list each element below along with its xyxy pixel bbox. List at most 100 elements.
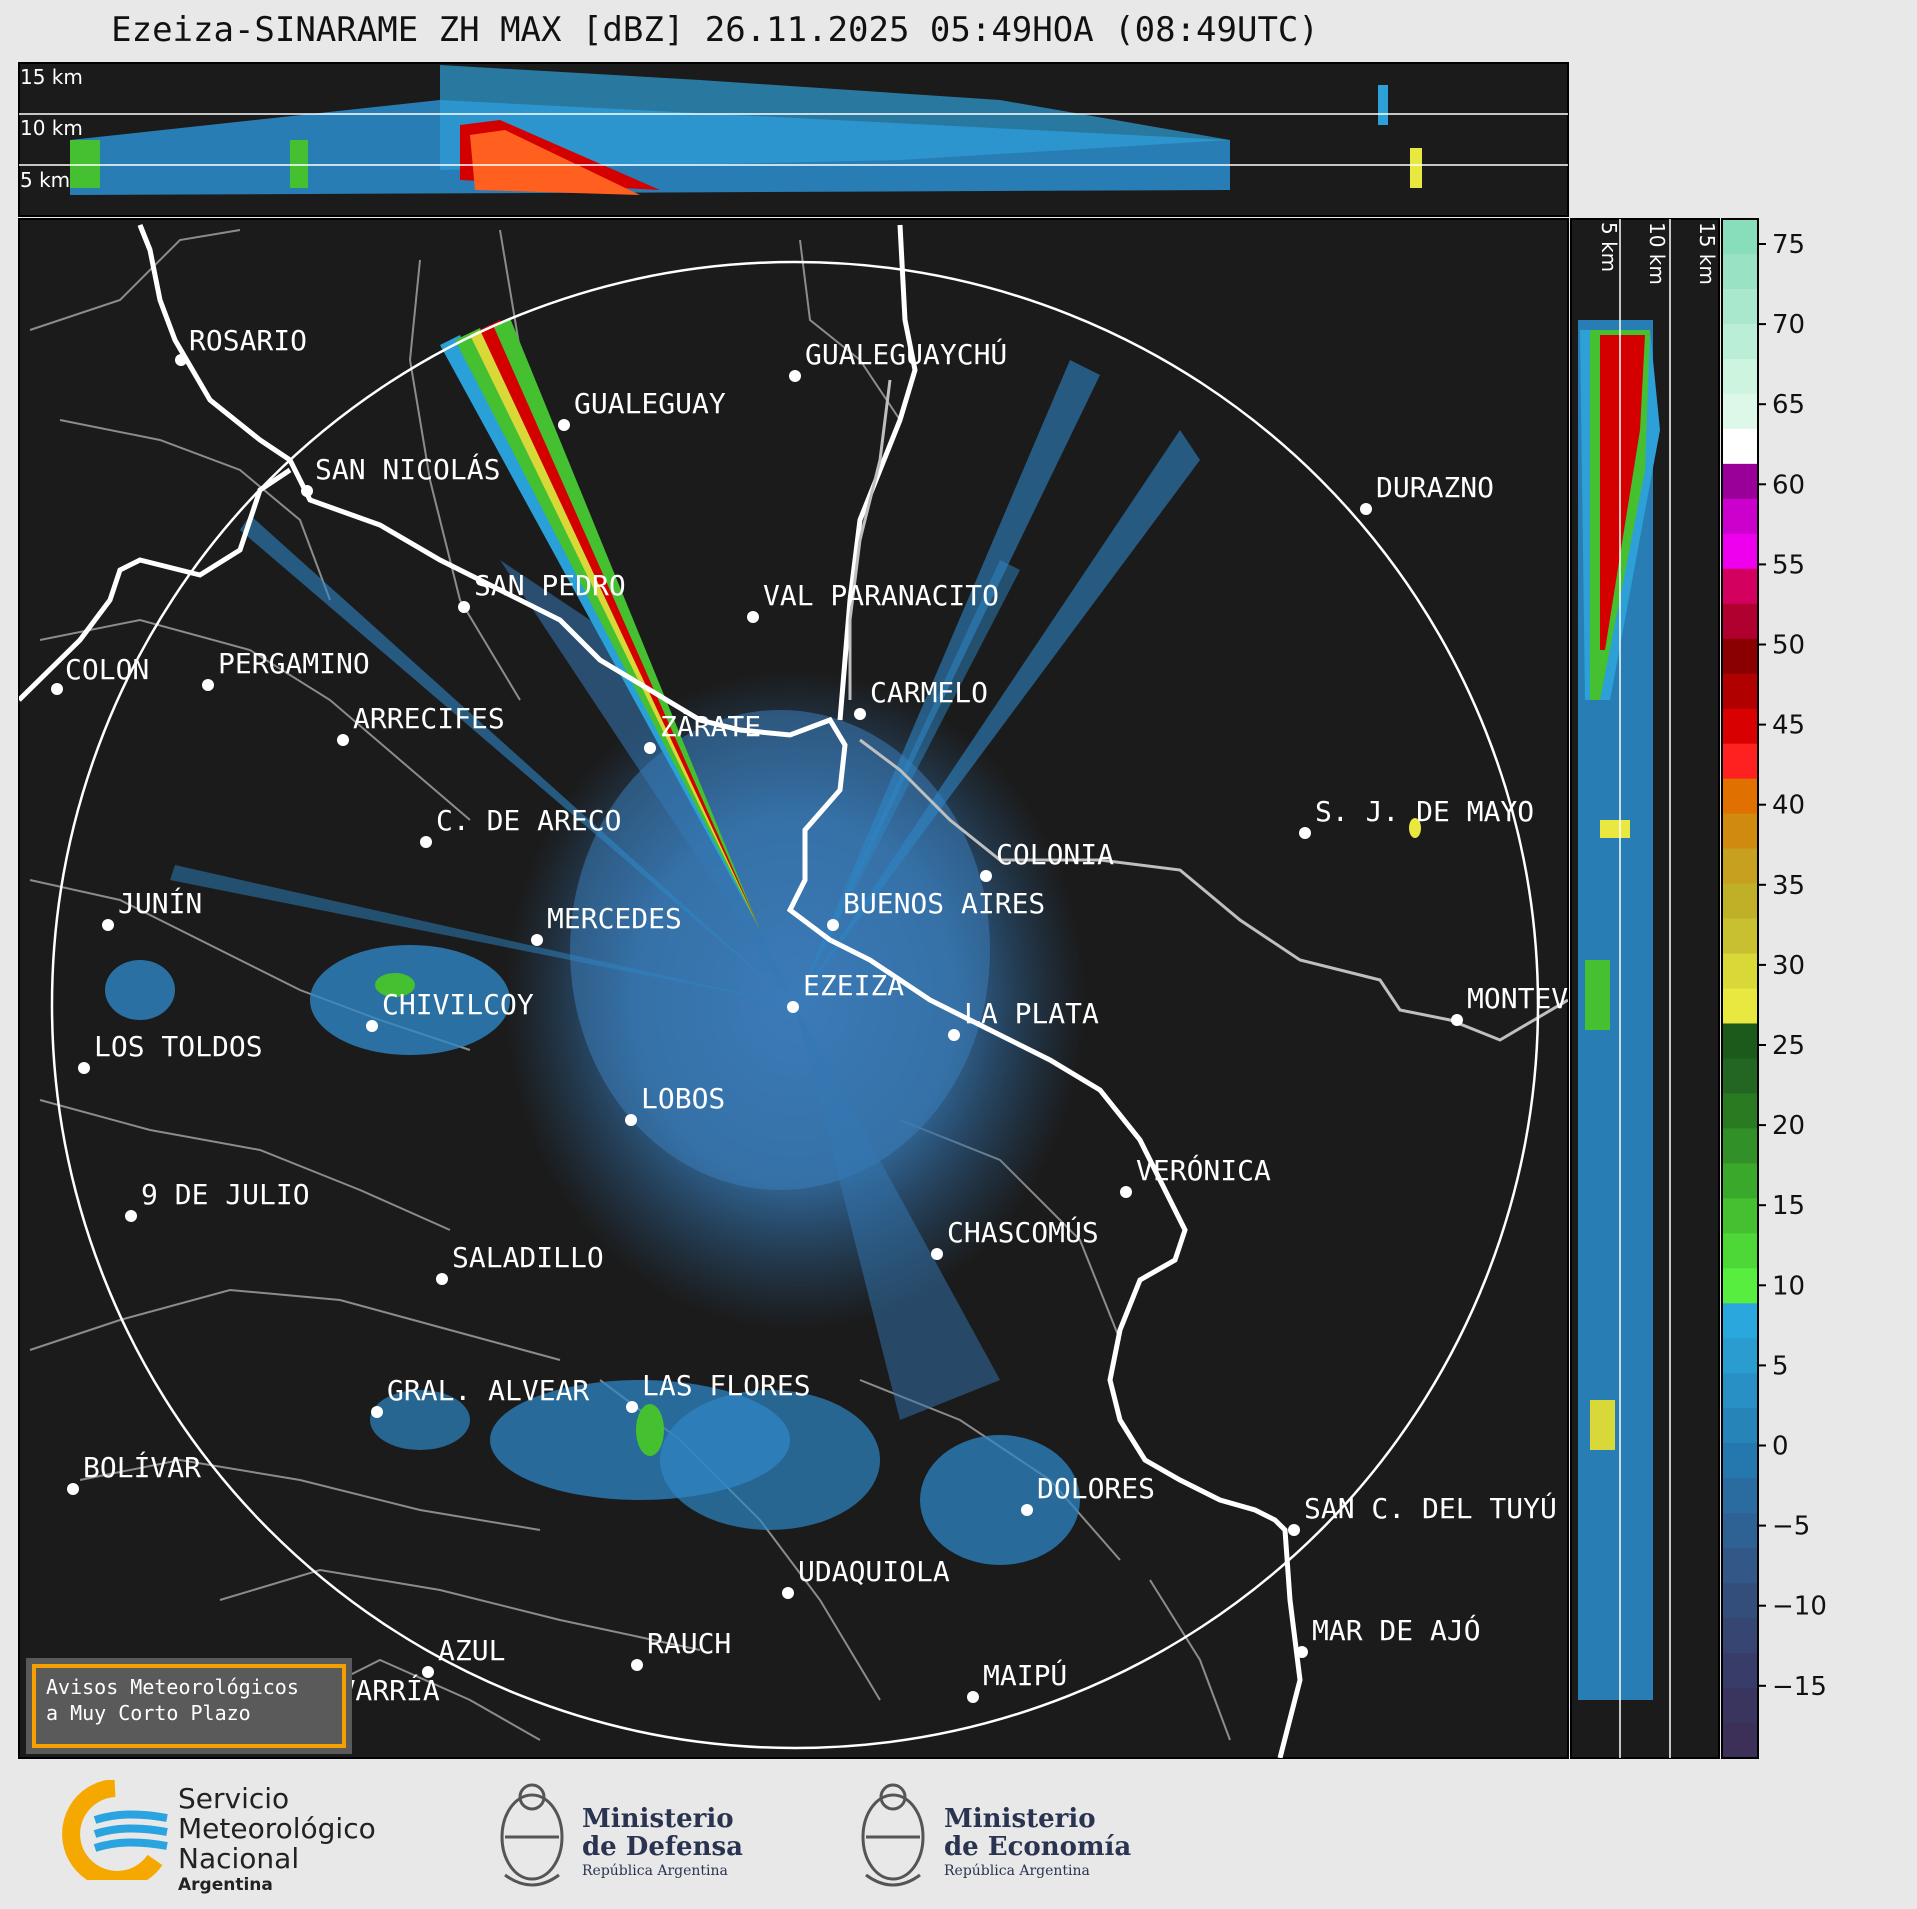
city-dot	[366, 1020, 378, 1032]
colorbar-segment	[1722, 813, 1758, 850]
city-label: CHIVILCOY	[382, 988, 534, 1021]
city-dot	[436, 1273, 448, 1285]
colorbar-segment	[1722, 1408, 1758, 1444]
city-dot	[931, 1248, 943, 1260]
city-label: MONTEVIDEO	[1467, 982, 1636, 1015]
side-height-label-10km: 10 km	[1645, 222, 1669, 285]
colorbar-segment	[1722, 1338, 1758, 1374]
city-label: DOLORES	[1037, 1472, 1155, 1505]
city-dot	[626, 1401, 638, 1413]
colorbar-segment	[1722, 953, 1758, 989]
colorbar-segment	[1722, 1443, 1758, 1479]
city-label: ZÁRATE	[660, 709, 761, 743]
city-label: CHASCOMÚS	[947, 1215, 1099, 1249]
city-dot	[948, 1029, 960, 1041]
colorbar-segment	[1722, 1513, 1758, 1549]
coat-of-arms-defensa-icon	[500, 1783, 564, 1887]
city-dot	[337, 734, 349, 746]
smn-line-2: Meteorológico	[178, 1812, 376, 1845]
city-label: DURAZNO	[1376, 471, 1494, 504]
city-label: EZEIZA	[803, 969, 904, 1002]
smn-sub: Argentina	[178, 1875, 273, 1895]
city-dot	[420, 836, 432, 848]
city-dot	[1451, 1014, 1463, 1026]
city-label: MAR DE AJÓ	[1312, 1613, 1481, 1647]
city-label: LOBOS	[641, 1082, 725, 1115]
colorbar-segment	[1722, 1303, 1758, 1339]
colorbar-tick-label: 45	[1772, 711, 1805, 741]
colorbar-segment	[1722, 1583, 1758, 1619]
colorbar-segment	[1722, 708, 1758, 745]
city-dot	[202, 679, 214, 691]
defensa-line-2: de Defensa	[582, 1832, 743, 1862]
colorbar-segment	[1722, 498, 1758, 535]
smn-line-1: Servicio	[178, 1782, 290, 1815]
colorbar-segment	[1722, 463, 1758, 500]
city-label: LOS TOLDOS	[94, 1030, 263, 1063]
banner-line-2: a Muy Corto Plazo	[46, 1701, 251, 1725]
city-label: UDAQUIOLA	[798, 1555, 950, 1588]
city-dot	[1288, 1524, 1300, 1536]
colorbar-tick-label: 25	[1772, 1031, 1805, 1061]
city-dot	[458, 601, 470, 613]
colorbar-segment	[1722, 1163, 1758, 1199]
colorbar-segment	[1722, 288, 1758, 325]
defensa-line-1: Ministerio	[582, 1804, 734, 1834]
colorbar-segment	[1722, 533, 1758, 570]
city-label: GUALEGUAYCHÚ	[805, 337, 1007, 371]
banner-line-1: Avisos Meteorológicos	[46, 1675, 299, 1699]
colorbar-segment	[1722, 1548, 1758, 1584]
city-label: ARRECIFES	[353, 702, 505, 735]
city-label: SALADILLO	[452, 1241, 604, 1274]
economia-sub: República Argentina	[944, 1863, 1090, 1879]
city-dot	[1120, 1186, 1132, 1198]
colorbar-segment	[1722, 918, 1758, 955]
city-label: COLON	[65, 653, 149, 686]
economia-logo-text: Ministerio de Economía República Argenti…	[944, 1805, 1131, 1881]
colorbar-tick-label: −15	[1772, 1672, 1827, 1702]
colorbar-tick-label: 35	[1772, 871, 1805, 901]
city-label: VAL PARANACITO	[763, 579, 999, 612]
city-label: GRAL. ALVEAR	[387, 1374, 589, 1407]
city-dot	[1360, 503, 1372, 515]
city-dot	[644, 742, 656, 754]
colorbar-segment	[1722, 603, 1758, 640]
map-panel: ROSARIO GUALEGUAYCHÚ GUALEGUAY SAN NICOLÁS D…	[18, 218, 1636, 1759]
warning-banner[interactable]: Avisos Meteorológicos a Muy Corto Plazo	[26, 1658, 352, 1754]
city-dot	[422, 1666, 434, 1678]
radar-echoes	[105, 318, 1421, 1565]
city-dot	[747, 611, 759, 623]
colorbar-segment	[1722, 358, 1758, 395]
city-dot	[301, 485, 313, 497]
colorbar-segment	[1722, 638, 1758, 675]
defensa-sub: República Argentina	[582, 1863, 728, 1879]
coat-of-arms-economia-icon	[861, 1783, 925, 1887]
city-label: BOLÍVAR	[83, 1450, 201, 1484]
city-dot	[102, 919, 114, 931]
height-label-10km: 10 km	[20, 116, 83, 140]
colorbar-segment	[1722, 1268, 1758, 1304]
city-label: 9 DE JULIO	[141, 1178, 310, 1211]
colorbar-tick-label: 20	[1772, 1111, 1805, 1141]
city-dot	[558, 419, 570, 431]
colorbar-segment	[1722, 883, 1758, 920]
colorbar-segment	[1722, 1653, 1758, 1689]
colorbar-tick-label: 15	[1772, 1191, 1805, 1221]
colorbar-segment	[1722, 428, 1758, 465]
colorbar-segment	[1722, 1058, 1758, 1094]
colorbar-segment	[1722, 253, 1758, 290]
colorbar-tick-label: 30	[1772, 951, 1805, 981]
colorbar-tick-label: 75	[1772, 230, 1805, 260]
colorbar-tick-label: −5	[1772, 1512, 1810, 1542]
colorbar-segment	[1722, 393, 1758, 430]
city-dot	[51, 683, 63, 695]
colorbar-segment	[1722, 988, 1758, 1024]
chart-title: Ezeiza-SINARAME ZH MAX [dBZ] 26.11.2025 …	[111, 10, 1319, 50]
city-label: LAS FLORES	[642, 1369, 811, 1402]
city-label: JUNÍN	[118, 886, 202, 920]
colorbar-tick-label: −10	[1772, 1592, 1827, 1622]
colorbar-tick-label: 70	[1772, 310, 1805, 340]
city-label: BUENOS AIRES	[843, 887, 1045, 920]
